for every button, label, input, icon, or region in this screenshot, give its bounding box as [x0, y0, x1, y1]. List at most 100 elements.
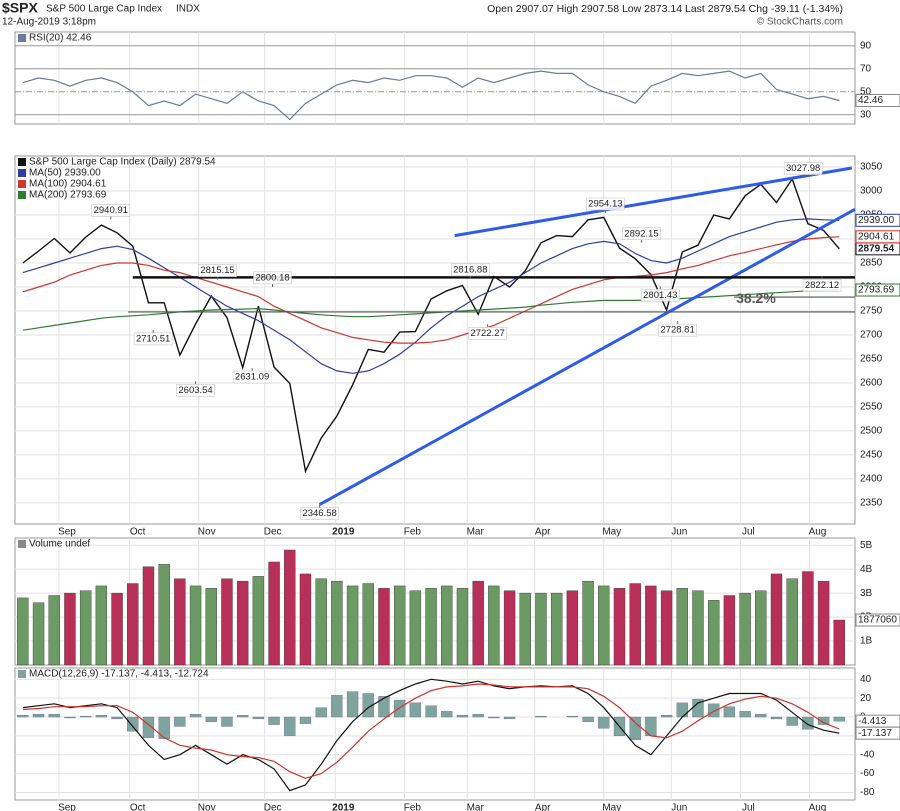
- x-tick-label: 2019: [332, 527, 355, 538]
- legend-swatch: [18, 180, 26, 188]
- y-tick-label: 3050: [860, 162, 883, 173]
- last-value: 2939.00: [858, 215, 895, 226]
- x-tick-label: May: [602, 803, 621, 811]
- x-tick-label: Apr: [535, 803, 551, 811]
- last-value-box: [855, 230, 900, 244]
- volume-bar: [189, 585, 202, 666]
- histogram-bar: [394, 699, 406, 718]
- y-tick-label: 4B: [860, 564, 873, 575]
- x-tick-label: May: [602, 527, 621, 538]
- annotation: 2815.15: [200, 265, 234, 276]
- series-line: [22, 289, 840, 331]
- histogram-bar: [409, 702, 422, 718]
- last-value-box: [855, 213, 900, 227]
- volume-bar: [346, 585, 359, 666]
- panel: [14, 667, 856, 801]
- last-value: 42.46: [858, 95, 883, 106]
- histogram-bar: [582, 716, 594, 722]
- trend-line: [318, 207, 856, 506]
- histogram-bar: [535, 715, 547, 718]
- histogram-bar: [723, 706, 736, 718]
- histogram-bar: [456, 714, 469, 718]
- symbol: $SPX: [2, 0, 38, 16]
- histogram-bar: [629, 716, 641, 740]
- annotation: 2801.43: [643, 290, 677, 301]
- panel: [14, 31, 856, 125]
- volume-bar: [425, 588, 437, 666]
- volume-bar: [221, 578, 233, 666]
- x-tick-label: 2019: [332, 803, 355, 811]
- y-tick-label: -60: [860, 768, 875, 779]
- histogram-bar: [598, 716, 610, 729]
- source: © StockCharts.com: [757, 17, 843, 28]
- last-value: 2793.69: [858, 285, 895, 296]
- x-tick-label: Jun: [671, 803, 687, 811]
- volume-bar: [409, 590, 422, 666]
- histogram-bar: [488, 716, 500, 719]
- volume-bar: [723, 595, 736, 666]
- y-tick-label: 1B: [860, 636, 873, 647]
- x-tick-label: Feb: [404, 527, 422, 538]
- volume-bar: [833, 619, 845, 666]
- volume-bar: [676, 588, 688, 666]
- legend-entry: MA(100) 2904.61: [29, 179, 107, 190]
- x-tick-label: Apr: [535, 527, 551, 538]
- volume-bar: [660, 590, 673, 666]
- y-tick-label: 2500: [860, 426, 883, 437]
- volume-bar: [362, 583, 374, 666]
- legend-entry: MA(200) 2793.69: [29, 190, 107, 201]
- histogram-bar: [64, 716, 76, 719]
- histogram-bar: [221, 716, 233, 727]
- histogram-bar: [676, 702, 688, 718]
- histogram-bar: [346, 691, 359, 718]
- trend-line: [454, 166, 853, 238]
- x-tick-label: Nov: [198, 803, 216, 811]
- annotation: 2603.54: [178, 385, 212, 396]
- volume-bar: [582, 580, 594, 666]
- volume-bar: [174, 578, 186, 666]
- y-tick-label: -40: [860, 749, 875, 760]
- y-tick-label: 2750: [860, 306, 883, 317]
- panel-title: MACD(12,26,9) -17.137, -4.413, -12.724: [29, 669, 209, 680]
- histogram-bar: [739, 711, 751, 718]
- volume-bar: [299, 573, 312, 666]
- x-tick-label: Dec: [264, 527, 282, 538]
- last-value-box: [855, 613, 900, 627]
- histogram-bar: [142, 716, 155, 738]
- last-value: -17.137: [858, 728, 892, 739]
- volume-bar: [566, 590, 579, 666]
- legend-swatch: [18, 191, 26, 199]
- series-line: [22, 236, 840, 344]
- annotation: 2940.91: [94, 205, 128, 216]
- x-tick-label: Oct: [130, 527, 146, 538]
- volume-bar: [378, 588, 390, 666]
- volume-bar: [770, 573, 783, 666]
- histogram-bar: [817, 716, 830, 725]
- annotation: 2800.18: [255, 272, 289, 283]
- volume-bar: [284, 549, 296, 666]
- histogram-bar: [48, 714, 60, 718]
- histogram-bar: [755, 714, 767, 718]
- annotation: 3027.98: [786, 163, 820, 174]
- annotation-box: [468, 327, 507, 340]
- last-value: -4.413: [858, 716, 887, 727]
- histogram-bar: [331, 695, 343, 718]
- y-tick-label: 2650: [860, 354, 883, 365]
- histogram-bar: [566, 715, 579, 718]
- histogram-bar: [252, 716, 265, 720]
- volume-bar: [315, 578, 327, 666]
- y-tick-label: 2550: [860, 402, 883, 413]
- fib-label: 38.2%: [736, 290, 776, 306]
- volume-bar: [268, 561, 280, 666]
- annotation-box: [658, 323, 697, 337]
- legend-swatch: [18, 158, 26, 166]
- volume-bar: [692, 590, 704, 666]
- last-value: 2904.61: [858, 231, 895, 242]
- x-tick-label: Mar: [467, 803, 485, 811]
- volume-bar: [550, 592, 563, 666]
- volume-bar: [707, 600, 720, 666]
- series-line: [22, 70, 840, 121]
- volume-bar: [331, 580, 343, 666]
- last-value-box: [855, 726, 900, 740]
